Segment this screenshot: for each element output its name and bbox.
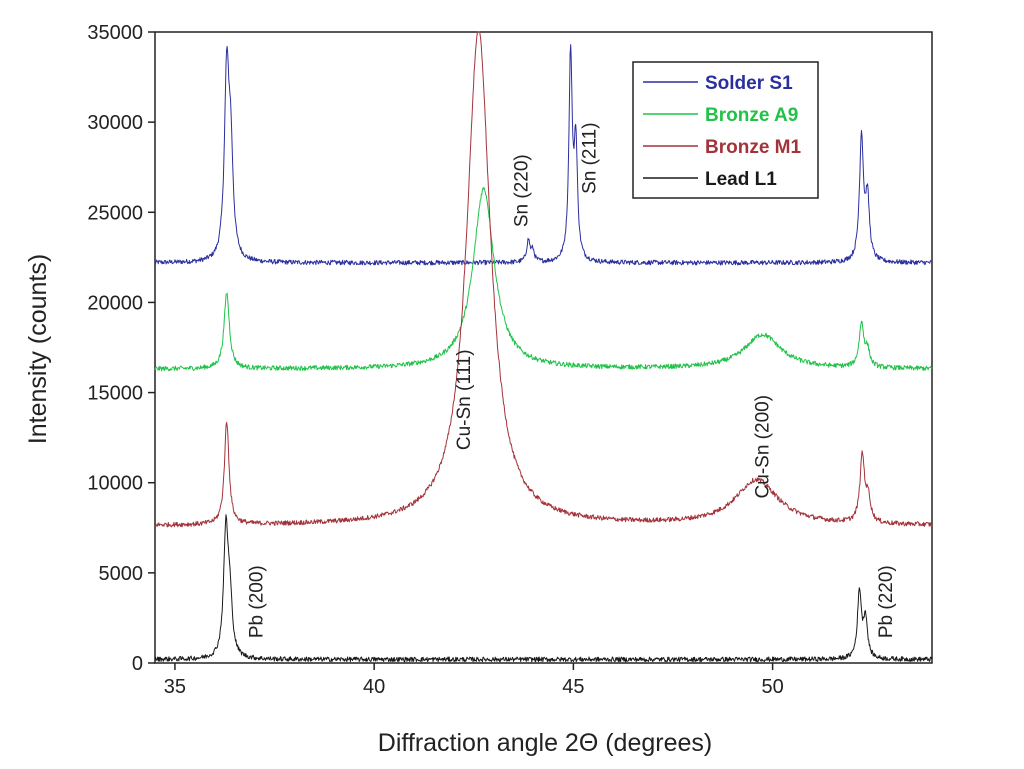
legend-label: Lead L1 (705, 169, 777, 190)
legend: Solder S1 Bronze A9 Bronze M1 Lead L1 (632, 61, 819, 199)
peak-annotation: Pb (220) (876, 565, 897, 638)
series-line-2 (154, 31, 933, 528)
y-tick-label: 5000 (99, 563, 144, 585)
y-tick-label: 25000 (87, 202, 143, 224)
peak-annotation: Sn (220) (512, 154, 533, 227)
y-tick-label: 0 (132, 653, 143, 675)
legend-label: Solder S1 (705, 73, 793, 94)
series-line-3 (154, 514, 933, 663)
y-tick-label: 30000 (87, 112, 143, 134)
peak-annotation: Cu-Sn (111) (454, 349, 475, 450)
y-tick-label: 35000 (87, 22, 143, 44)
x-tick-label: 40 (363, 676, 385, 698)
x-axis-title: Diffraction angle 2Θ (degrees) (378, 729, 712, 757)
x-tick-label: 50 (761, 676, 783, 698)
y-tick-label: 10000 (87, 473, 143, 495)
peak-annotation: Sn (211) (579, 122, 600, 193)
peak-annotation: Cu-Sn (200) (753, 395, 774, 499)
x-tick-label: 35 (164, 676, 186, 698)
x-tick-label: 45 (562, 676, 584, 698)
y-axis-title: Intensity (counts) (24, 254, 52, 444)
series-line-0 (154, 44, 933, 266)
series-line-1 (154, 187, 933, 372)
y-tick-label: 15000 (87, 383, 143, 405)
y-tick-label: 20000 (87, 292, 143, 314)
legend-label: Bronze A9 (705, 105, 798, 126)
legend-label: Bronze M1 (705, 137, 802, 158)
peak-annotation: Pb (200) (247, 565, 268, 638)
legend-box (632, 61, 819, 199)
plot-area-frame (154, 31, 933, 664)
